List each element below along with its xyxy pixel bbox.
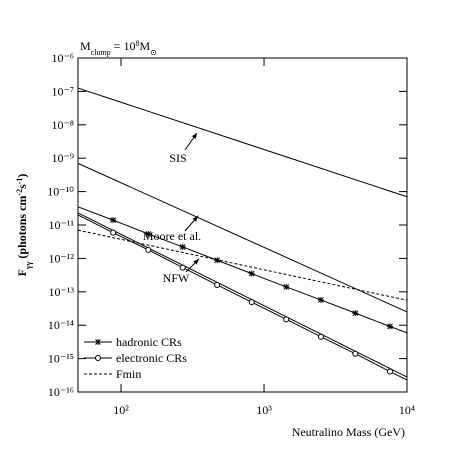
marker <box>386 323 393 330</box>
y-tick-label: 10⁻⁹ <box>51 151 74 165</box>
y-tick-label: 10⁻⁷ <box>51 84 74 98</box>
series-annotation: Moore et al. <box>143 229 201 243</box>
marker <box>248 299 255 306</box>
text-part: F <box>15 269 29 276</box>
marker <box>110 229 117 236</box>
text-part: -2 <box>15 189 24 196</box>
y-tick-label: 10⁻¹⁰ <box>47 185 74 199</box>
text-part: s <box>15 184 29 189</box>
series-annotation: NFW <box>163 271 190 285</box>
text-part: ⊙ <box>150 48 157 57</box>
text-part: M <box>80 39 91 53</box>
y-tick-label: 10⁻⁶ <box>51 51 74 65</box>
marker <box>248 270 255 277</box>
marker <box>214 281 221 288</box>
y-axis-label: Fγγ (photons cm-2s-1) <box>15 174 33 277</box>
text-part: = 10 <box>111 39 136 53</box>
marker <box>179 264 186 271</box>
marker <box>352 350 359 357</box>
x-tick-label: 10³ <box>256 403 272 417</box>
y-tick-label: 10⁻⁸ <box>51 118 74 132</box>
text-part: 8 <box>135 39 139 48</box>
series-line <box>77 162 408 313</box>
text-part: M <box>139 39 150 53</box>
text-part: γγ <box>24 261 33 270</box>
legend-marker <box>95 339 101 345</box>
y-tick-label: 10⁻¹⁴ <box>48 318 74 332</box>
x-tick-label: 10² <box>113 403 129 417</box>
y-tick-label: 10⁻¹⁶ <box>48 385 74 399</box>
y-tick-label: 10⁻¹¹ <box>48 218 74 232</box>
annotation: Mclump = 108M⊙ <box>80 39 157 57</box>
marker <box>283 316 290 323</box>
x-tick-label: 10⁴ <box>399 403 415 417</box>
marker <box>179 243 186 250</box>
text-part: ) <box>15 174 29 178</box>
series-annotation: SIS <box>169 151 186 165</box>
text-part: (photons cm <box>15 196 29 262</box>
y-tick-label: 10⁻¹⁵ <box>48 352 74 366</box>
annotation-arrowhead <box>192 216 198 222</box>
marker <box>110 217 117 224</box>
marker <box>352 310 359 317</box>
x-axis-label: Neutralino Mass (GeV) <box>292 425 405 439</box>
series-line <box>77 229 408 301</box>
legend-label: Fmin <box>116 367 141 381</box>
marker <box>145 230 152 237</box>
series-line <box>77 87 408 198</box>
text-part: -1 <box>15 178 24 185</box>
text-part: clump <box>91 48 111 57</box>
annotation-arrowhead <box>193 259 199 265</box>
y-tick-label: 10⁻¹³ <box>48 285 74 299</box>
marker <box>386 368 393 375</box>
marker <box>283 283 290 290</box>
marker <box>145 246 152 253</box>
series-line <box>77 212 408 378</box>
marker <box>317 333 324 340</box>
series-line <box>77 206 408 334</box>
legend-label: hadronic CRs <box>116 335 182 349</box>
annotation-arrowhead <box>191 133 197 139</box>
legend-label: electronic CRs <box>116 351 187 365</box>
y-tick-label: 10⁻¹² <box>48 251 74 265</box>
legend-marker <box>95 355 101 361</box>
marker <box>317 296 324 303</box>
